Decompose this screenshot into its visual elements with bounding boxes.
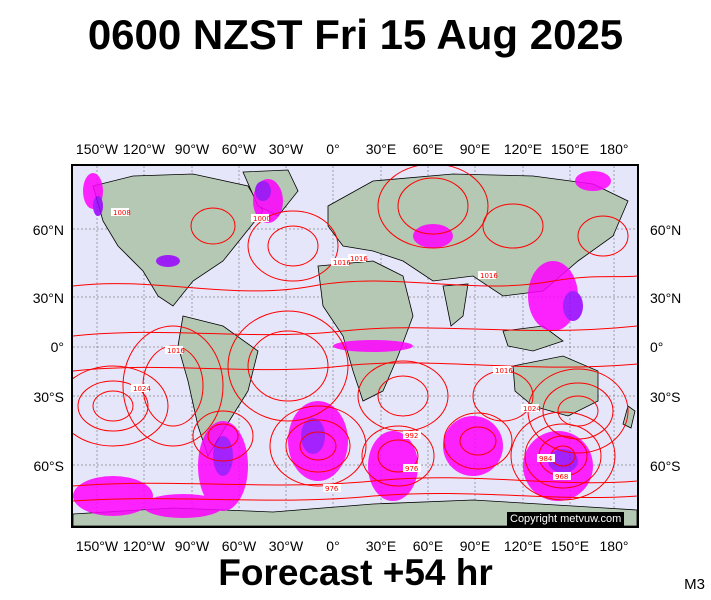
svg-text:1016: 1016 (495, 367, 513, 375)
svg-text:1024: 1024 (523, 405, 541, 413)
lat-label: 60°N (650, 222, 682, 238)
copyright-badge: Copyright metvuw.com (507, 512, 625, 526)
lon-label: 120°W (122, 141, 166, 157)
svg-text:1016: 1016 (333, 259, 351, 267)
lat-label: 0° (650, 339, 664, 355)
map-title: 0600 NZST Fri 15 Aug 2025 (87, 11, 624, 58)
svg-text:984: 984 (539, 455, 553, 463)
svg-text:968: 968 (555, 473, 568, 481)
pressure-label: 992 (403, 431, 421, 440)
pressure-labels: 1008 1000 1016 1016 1024 992 976 984 968… (111, 208, 571, 493)
lon-label: 90°W (174, 141, 210, 157)
pressure-label: 1016 (165, 346, 185, 355)
svg-text:992: 992 (405, 432, 418, 440)
lon-label: 150°W (75, 141, 119, 157)
lon-label: 30°E (365, 141, 397, 157)
lon-label: 60°E (412, 538, 444, 554)
pressure-label: 968 (553, 472, 571, 481)
svg-text:1000: 1000 (253, 215, 271, 223)
pressure-label: 1016 (331, 258, 351, 267)
lat-label: 60°S (33, 458, 64, 474)
pressure-label: 1016 (478, 271, 498, 280)
lat-label: 30°N (650, 290, 682, 306)
pressure-label: 984 (537, 454, 555, 463)
svg-text:976: 976 (325, 485, 339, 493)
lon-label: 150°E (550, 141, 590, 157)
lat-label: 60°S (650, 458, 681, 474)
lon-label: 0° (326, 141, 340, 157)
svg-text:1024: 1024 (133, 385, 151, 393)
lon-label: 90°W (174, 538, 210, 554)
pressure-label: 1016 (348, 254, 368, 263)
svg-text:1008: 1008 (113, 209, 131, 217)
lon-label: 120°E (503, 141, 543, 157)
lat-label: 0° (50, 339, 64, 355)
lon-label: 30°E (365, 538, 397, 554)
lon-label: 120°E (503, 538, 543, 554)
pressure-label: 1008 (111, 208, 131, 217)
lon-label: 150°E (550, 538, 590, 554)
map-canvas: 1008 1000 1016 1016 1024 992 976 984 968… (73, 166, 637, 526)
lon-label: 90°E (459, 141, 491, 157)
lon-label: 180° (599, 141, 629, 157)
lon-label: 30°W (268, 538, 304, 554)
lon-label: 0° (326, 538, 340, 554)
svg-text:1016: 1016 (480, 272, 498, 280)
weather-map: 1008 1000 1016 1016 1024 992 976 984 968… (71, 164, 639, 528)
lat-label: 30°N (32, 290, 64, 306)
lon-label: 120°W (122, 538, 166, 554)
lon-label: 30°W (268, 141, 304, 157)
pressure-label: 976 (403, 464, 421, 473)
lon-label: 150°W (75, 538, 119, 554)
forecast-label: Forecast +54 hr (218, 552, 493, 593)
lon-label: 90°E (459, 538, 491, 554)
lat-label: 30°S (33, 389, 64, 405)
lon-label: 180° (599, 538, 629, 554)
lon-label: 60°W (221, 538, 257, 554)
svg-text:976: 976 (405, 465, 419, 473)
pressure-label: 1024 (131, 384, 151, 393)
lat-label: 60°N (32, 222, 64, 238)
pressure-label: 1016 (493, 366, 513, 375)
lat-label: 30°S (650, 389, 681, 405)
svg-text:1016: 1016 (350, 255, 368, 263)
pressure-label: 1024 (521, 404, 541, 413)
lon-label: 60°E (412, 141, 444, 157)
pressure-label: 976 (323, 484, 341, 493)
isobars (73, 166, 637, 502)
lon-label: 60°W (221, 141, 257, 157)
pressure-label: 1000 (251, 214, 271, 223)
svg-text:1016: 1016 (167, 347, 185, 355)
model-label: M3 (684, 576, 705, 593)
